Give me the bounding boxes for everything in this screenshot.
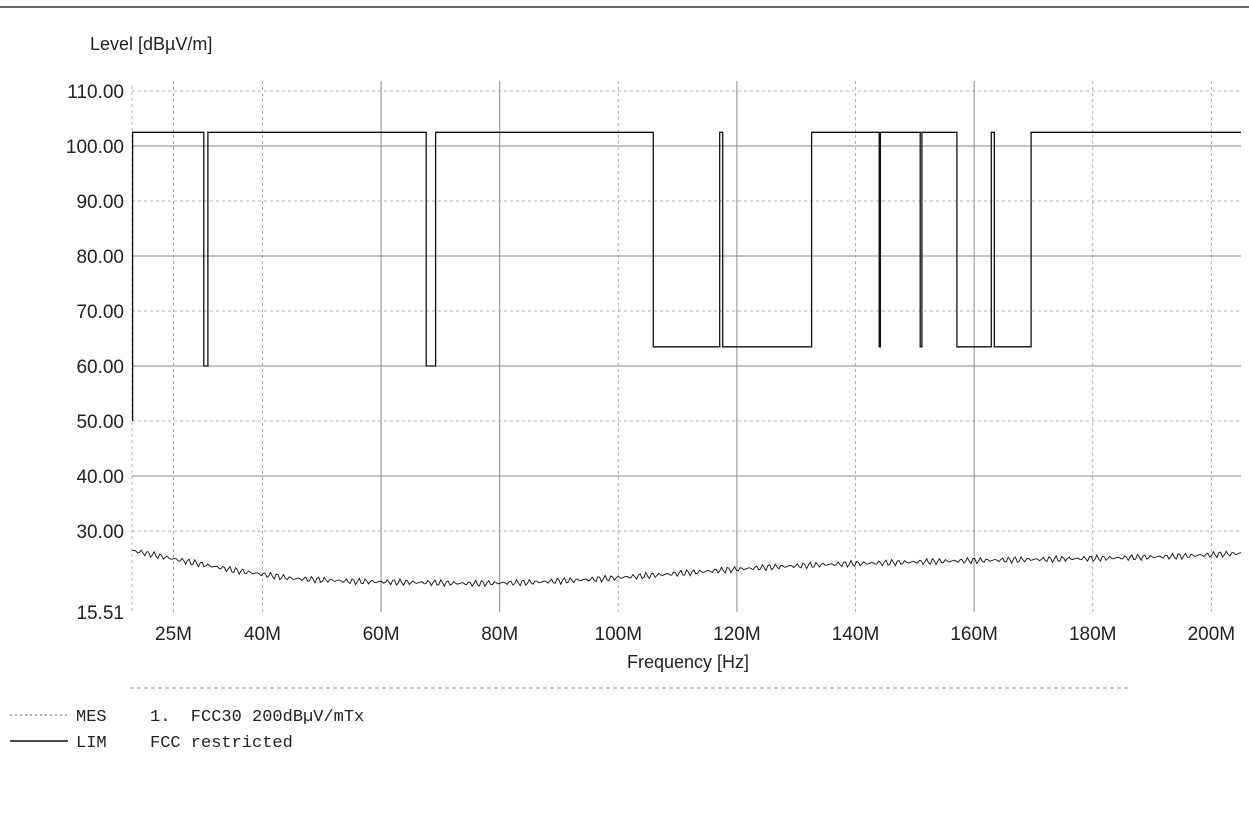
y-tick-label: 15.51 — [76, 603, 124, 624]
x-tick-labels: 25M 40M 60M 80M 100M 120M 140M 160M 180M 200M — [155, 624, 1235, 645]
y-tick-label: 110.00 — [67, 82, 124, 103]
x-tick-label: 140M — [832, 624, 880, 645]
y-tick-label: 40.00 — [76, 467, 124, 488]
x-tick-label: 100M — [595, 624, 643, 645]
x-tick-label: 40M — [244, 624, 281, 645]
y-tick-label: 70.00 — [76, 302, 124, 323]
x-tick-label: 200M — [1188, 624, 1236, 645]
legend-code-lim: LIM — [76, 734, 107, 753]
x-tick-label: 25M — [155, 624, 192, 645]
y-tick-label: 100.00 — [66, 137, 124, 158]
measurement-trace — [131, 549, 1242, 588]
y-tick-labels: 15.51 30.00 40.00 50.00 60.00 70.00 80.00 90.00… — [66, 82, 124, 624]
x-tick-label: 120M — [713, 624, 761, 645]
y-tick-label: 30.00 — [76, 522, 124, 543]
x-tick-label: 160M — [950, 624, 998, 645]
y-tick-label: 80.00 — [76, 247, 124, 268]
series-group — [131, 131, 1242, 588]
legend-text-lim: FCC restricted — [150, 734, 293, 753]
y-tick-label: 90.00 — [76, 192, 124, 213]
legend-code-mes: MES — [76, 708, 107, 727]
y-tick-label: 60.00 — [76, 357, 124, 378]
legend-text-mes: 1. FCC30 200dBµV/mTx — [150, 708, 364, 727]
x-tick-label: 60M — [363, 624, 400, 645]
x-tick-label: 180M — [1069, 624, 1117, 645]
limit-line — [131, 131, 1241, 421]
y-tick-label: 50.00 — [76, 412, 124, 433]
legend: MES 1. FCC30 200dBµV/mTx LIM FCC restric… — [10, 708, 364, 753]
x-axis-title: Frequency [Hz] — [627, 652, 749, 672]
x-tick-label: 80M — [481, 624, 518, 645]
y-axis-title: Level [dBµV/m] — [90, 34, 212, 54]
